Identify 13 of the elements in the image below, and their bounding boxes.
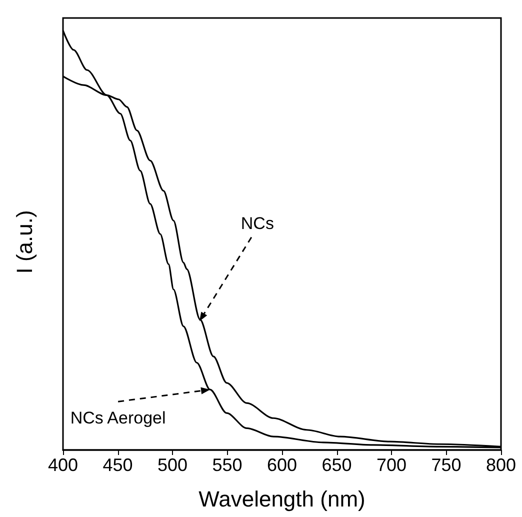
x-tick-label: 700 xyxy=(376,455,407,475)
x-tick-label: 750 xyxy=(431,455,462,475)
annotation: NCs xyxy=(240,214,274,234)
x-tick-label: 650 xyxy=(322,455,352,475)
annotation: NCs Aerogel xyxy=(70,408,166,428)
x-tick-label: 450 xyxy=(102,455,133,475)
x-tick-label: 400 xyxy=(48,455,78,475)
x-axis-title: Wavelength (nm) xyxy=(198,486,366,512)
x-tick-label: 800 xyxy=(486,455,516,475)
y-axis-title: I (a.u.) xyxy=(12,210,37,274)
x-tick-label: 600 xyxy=(266,455,298,475)
x-tick-label: 550 xyxy=(212,455,242,475)
x-tick-label: 500 xyxy=(157,455,188,475)
